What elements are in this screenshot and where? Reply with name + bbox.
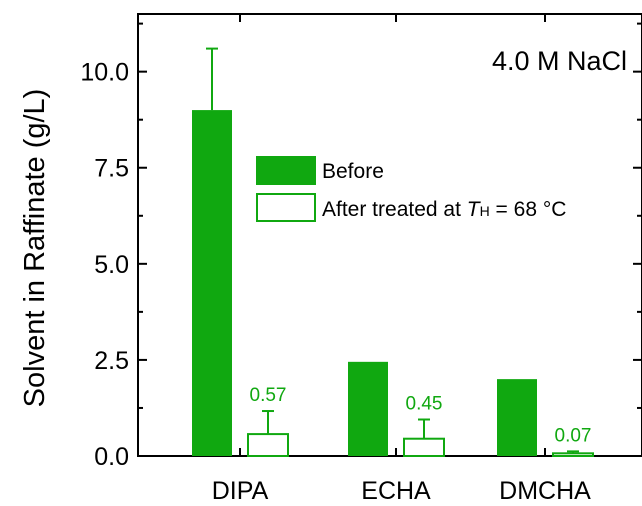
bar-after [552, 452, 594, 458]
bar-before [497, 379, 537, 456]
legend: Before After treated at TH = 68 °C [256, 156, 566, 222]
data-label-after: 0.45 [406, 393, 443, 414]
legend-swatch-before [256, 156, 316, 185]
x-tick-label: ECHA [361, 477, 431, 505]
x-tick-label: DMCHA [499, 477, 591, 505]
bar-after [247, 433, 289, 457]
legend-after-var: T [467, 198, 482, 221]
bar-before [192, 110, 232, 456]
legend-after-suffix: = 68 °C [490, 198, 567, 221]
condition-annotation: 4.0 M NaCl [492, 46, 627, 76]
bars-layer: 0.57 0.45 0.07 [192, 47, 594, 458]
y-tick-label: 0.0 [94, 443, 129, 471]
data-label-after: 0.57 [250, 385, 287, 406]
y-tick-label: 2.5 [94, 347, 129, 375]
x-tick-label: DIPA [212, 477, 269, 505]
data-label-after: 0.07 [555, 425, 592, 446]
legend-label-after: After treated at TH = 68 °C [322, 198, 566, 221]
bar-before [348, 361, 388, 456]
legend-after-prefix: After treated at [322, 198, 467, 221]
y-tick-label: 7.5 [94, 155, 129, 183]
legend-swatch-after [256, 193, 316, 222]
plot-frame [137, 13, 642, 457]
y-tick-label: 10.0 [80, 59, 129, 87]
y-axis-label: Solvent in Raffinate (g/L) [19, 89, 51, 408]
axes: 0.0 2.5 5.0 7.5 10.0 DIPA ECHA DMCHA [80, 13, 642, 505]
y-tick-label: 5.0 [94, 251, 129, 279]
legend-label-before: Before [322, 160, 384, 183]
legend-after-sub: H [480, 203, 490, 219]
bar-after [403, 437, 445, 457]
